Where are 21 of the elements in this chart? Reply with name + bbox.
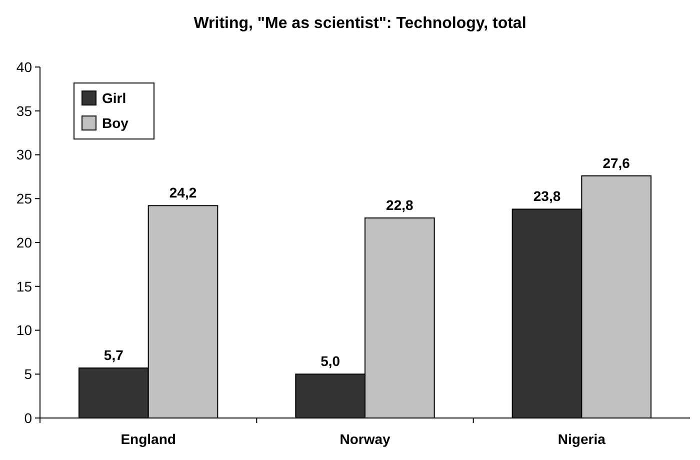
y-tick-label: 35	[16, 102, 32, 119]
y-tick-label: 15	[16, 278, 32, 294]
chart-title: Writing, "Me as scientist": Technology, total	[194, 15, 526, 32]
y-tick-label: 30	[16, 146, 32, 163]
data-label: 24,2	[169, 184, 197, 201]
x-tick-label: England	[120, 431, 176, 447]
data-label: 23,8	[533, 188, 561, 204]
data-label: 22,8	[386, 196, 414, 213]
legend-label: Girl	[102, 90, 126, 106]
data-label: 27,6	[602, 154, 630, 171]
y-tick-label: 10	[16, 322, 32, 338]
y-tick-label: 0	[24, 410, 32, 426]
x-tick-label: Nigeria	[558, 431, 606, 447]
data-label: 5,7	[104, 346, 124, 363]
y-tick-label: 20	[16, 234, 32, 250]
y-tick-label: 5	[24, 366, 32, 382]
y-tick-label: 40	[16, 58, 32, 75]
legend-label: Boy	[102, 114, 129, 131]
data-label: 5,0	[320, 353, 340, 370]
x-tick-label: Norway	[340, 431, 390, 447]
y-tick-label: 25	[16, 190, 32, 207]
